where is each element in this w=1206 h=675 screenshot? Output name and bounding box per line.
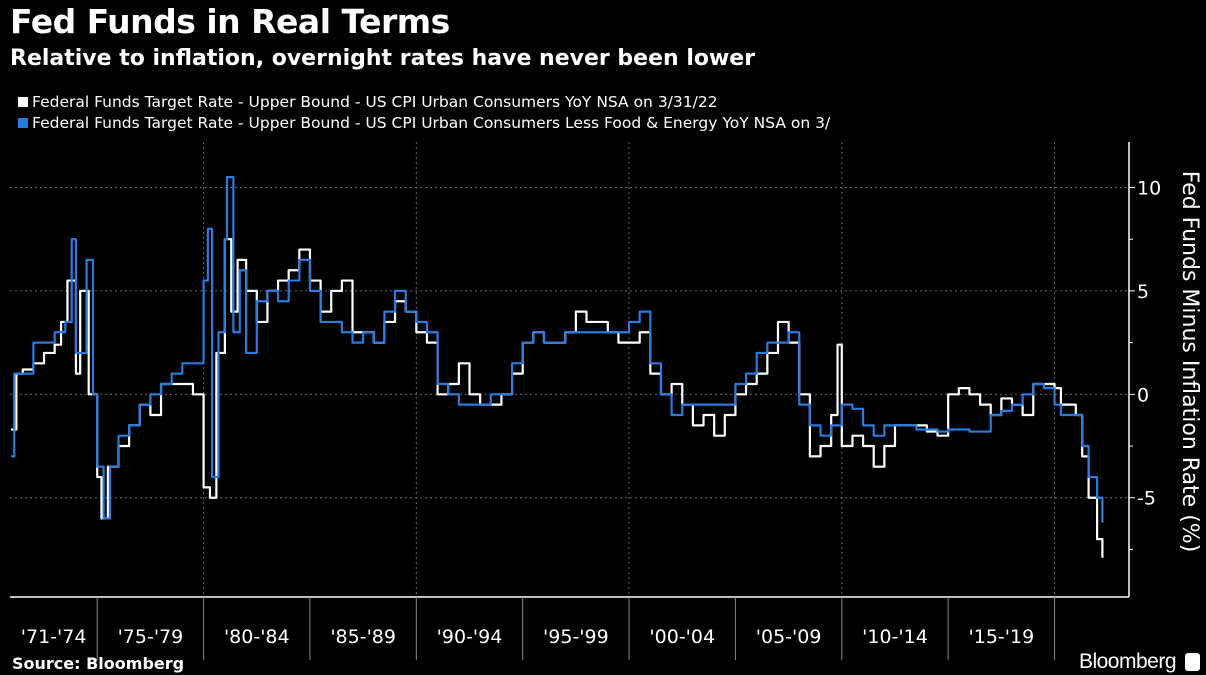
legend-swatch-white xyxy=(18,97,28,107)
legend-item-headline: Federal Funds Target Rate - Upper Bound … xyxy=(18,93,718,111)
y-tick-label: 10 xyxy=(1137,178,1161,200)
chart-subtitle: Relative to inflation, overnight rates h… xyxy=(10,46,756,71)
legend-item-core: Federal Funds Target Rate - Upper Bound … xyxy=(18,114,830,132)
series-line-headline-cpi xyxy=(11,238,1104,558)
legend-swatch-blue xyxy=(18,118,28,128)
x-tick-label: '00-'04 xyxy=(649,626,715,648)
legend-label: Federal Funds Target Rate - Upper Bound … xyxy=(32,93,718,111)
x-tick-label: '90-'94 xyxy=(437,626,503,648)
y-axis-label: Fed Funds Minus Inflation Rate (%) xyxy=(1177,171,1202,553)
y-tick-label: 0 xyxy=(1137,384,1149,406)
y-tick-label: -5 xyxy=(1137,488,1156,510)
bloomberg-chart-icon xyxy=(1185,653,1200,671)
x-tick-label: '10-'14 xyxy=(862,626,928,648)
bloomberg-logo: Bloomberg xyxy=(1078,650,1177,673)
x-tick-label: '15-'19 xyxy=(969,626,1035,648)
y-tick-label: 5 xyxy=(1137,281,1149,303)
chart-title: Fed Funds in Real Terms xyxy=(10,2,450,41)
x-tick-label: '71-'74 xyxy=(21,626,87,648)
x-tick-label: '05-'09 xyxy=(756,626,822,648)
x-tick-label: '75-'79 xyxy=(118,626,184,648)
x-tick-label: '95-'99 xyxy=(543,626,609,648)
source-note: Source: Bloomberg xyxy=(12,654,185,673)
series-line-core-cpi xyxy=(11,176,1104,523)
legend-label: Federal Funds Target Rate - Upper Bound … xyxy=(32,114,831,132)
x-tick-label: '85-'89 xyxy=(330,626,396,648)
x-tick-label: '80-'84 xyxy=(224,626,290,648)
